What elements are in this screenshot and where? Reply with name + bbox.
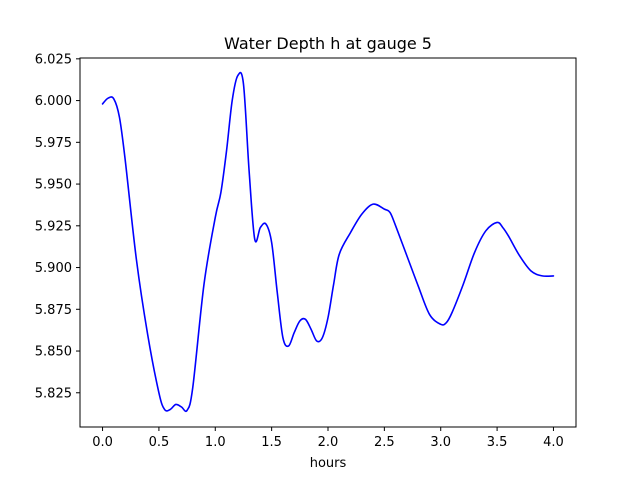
- x-tick-label: 3.5: [487, 435, 508, 450]
- y-tick-label: 5.850: [35, 345, 72, 360]
- y-tick-label: 5.825: [35, 386, 72, 401]
- x-axis: 0.0 0.5 1.0 1.5 2.0 2.5 3.0 3.5 4.0: [92, 427, 564, 450]
- y-tick-label: 6.000: [35, 94, 72, 109]
- x-axis-title: hours: [310, 456, 347, 471]
- y-tick-label: 5.900: [35, 261, 72, 276]
- x-tick-label: 1.5: [261, 435, 282, 450]
- y-tick-label: 5.875: [35, 303, 72, 318]
- x-tick-label: 0.0: [92, 435, 113, 450]
- y-tick-label: 5.925: [35, 219, 72, 234]
- series-line: [101, 71, 555, 413]
- chart-title: Water Depth h at gauge 5: [224, 34, 432, 53]
- plot-area: [101, 71, 555, 413]
- y-tick-label: 6.025: [35, 52, 72, 67]
- x-tick-label: 4.0: [543, 435, 564, 450]
- x-tick-label: 0.5: [149, 435, 170, 450]
- y-tick-label: 5.950: [35, 178, 72, 193]
- x-tick-label: 2.0: [318, 435, 339, 450]
- x-tick-label: 3.0: [430, 435, 451, 450]
- x-tick-label: 1.0: [205, 435, 226, 450]
- y-tick-label: 5.975: [35, 136, 72, 151]
- y-axis: 5.825 5.850 5.875 5.900 5.925 5.950 5.975 6.000…: [35, 52, 80, 401]
- x-tick-label: 2.5: [374, 435, 395, 450]
